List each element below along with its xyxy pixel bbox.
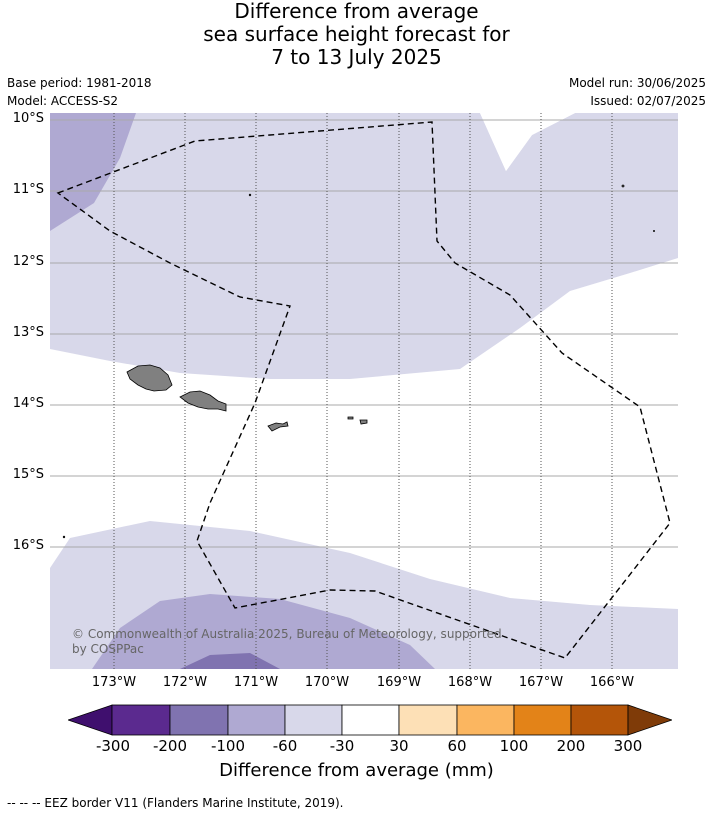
colorbar-tick: -300 <box>95 737 131 755</box>
lat-label: 15°S <box>12 467 44 482</box>
colorbar-tick: 100 <box>499 737 529 755</box>
colorbar-swatch <box>227 704 286 736</box>
lon-label: 166°W <box>589 675 635 690</box>
title-line-3: 7 to 13 July 2025 <box>271 45 442 69</box>
lat-label: 16°S <box>12 538 44 553</box>
lat-label: 10°S <box>12 111 44 126</box>
meta-right: Model run: 30/06/2025 Issued: 02/07/2025 <box>569 74 706 110</box>
lon-label: 170°W <box>304 675 350 690</box>
colorbar-tick: -30 <box>329 737 355 755</box>
colorbar-low-arrow <box>68 704 113 736</box>
meta-left: Base period: 1981-2018 Model: ACCESS-S2 <box>7 74 152 110</box>
lon-label: 171°W <box>233 675 279 690</box>
colorbar-swatch <box>513 704 572 736</box>
island-small-3 <box>62 535 66 539</box>
colorbar-tick: -200 <box>152 737 188 755</box>
title-line-2: sea surface height forecast for <box>203 22 510 46</box>
colorbar-tick: 300 <box>613 737 643 755</box>
title-line-1: Difference from average <box>234 0 479 23</box>
colorbar-tick: 60 <box>447 737 467 755</box>
colorbar-swatch <box>111 704 171 736</box>
contour-upper-dark <box>50 113 136 231</box>
copyright-line-1: © Commonwealth of Australia 2025, Bureau… <box>72 627 502 641</box>
island-upolu <box>179 390 227 412</box>
map-title: Difference from average sea surface heig… <box>0 0 713 69</box>
lat-label: 13°S <box>12 325 44 340</box>
colorbar <box>68 704 672 736</box>
contour-upper-notch <box>480 113 575 171</box>
island-small-1 <box>248 193 252 197</box>
copyright-line-2: by COSPPac <box>72 642 144 656</box>
contour-lower-mid <box>92 594 435 669</box>
colorbar-tick: -100 <box>210 737 246 755</box>
colorbar-tick: 30 <box>389 737 409 755</box>
colorbar-swatch <box>570 704 629 736</box>
colorbar-tick: 200 <box>556 737 586 755</box>
island-ofu <box>347 416 354 420</box>
model-run: Model run: 30/06/2025 <box>568 76 706 90</box>
colorbar-label: Difference from average (mm) <box>219 760 494 781</box>
lat-label: 14°S <box>12 396 44 411</box>
base-period: Base period: 1981-2018 <box>7 76 152 90</box>
colorbar-swatch <box>169 704 229 736</box>
eez-legend-note: -- -- -- EEZ border V11 (Flanders Marine… <box>7 796 344 810</box>
colorbar-high-arrow <box>627 704 672 736</box>
issued-date: Issued: 02/07/2025 <box>590 94 706 108</box>
island-tau <box>359 419 368 425</box>
lon-label: 173°W <box>91 675 137 690</box>
lon-label: 168°W <box>447 675 493 690</box>
islands <box>62 184 656 539</box>
eez-border <box>56 121 671 659</box>
colorbar-swatch <box>456 704 515 736</box>
copyright-notice: © Commonwealth of Australia 2025, Bureau… <box>72 627 512 657</box>
lat-label: 12°S <box>12 254 44 269</box>
island-savaii <box>126 364 173 392</box>
contour-lower-dark <box>180 653 280 669</box>
lon-label: 172°W <box>162 675 208 690</box>
island-swains <box>621 184 625 188</box>
lat-gridlines <box>50 119 678 548</box>
colorbar-tick: -60 <box>272 737 298 755</box>
lat-label: 11°S <box>12 182 44 197</box>
lon-label: 169°W <box>376 675 422 690</box>
contour-upper-light <box>50 113 678 379</box>
model-name: Model: ACCESS-S2 <box>7 94 119 108</box>
colorbar-swatch <box>284 704 343 736</box>
colorbar-swatch <box>398 704 458 736</box>
island-tutuila <box>267 421 289 432</box>
map-panel[interactable] <box>50 113 678 669</box>
lon-label: 167°W <box>518 675 564 690</box>
colorbar-swatch <box>341 704 400 736</box>
island-small-2 <box>653 230 656 233</box>
map-canvas <box>50 113 678 669</box>
